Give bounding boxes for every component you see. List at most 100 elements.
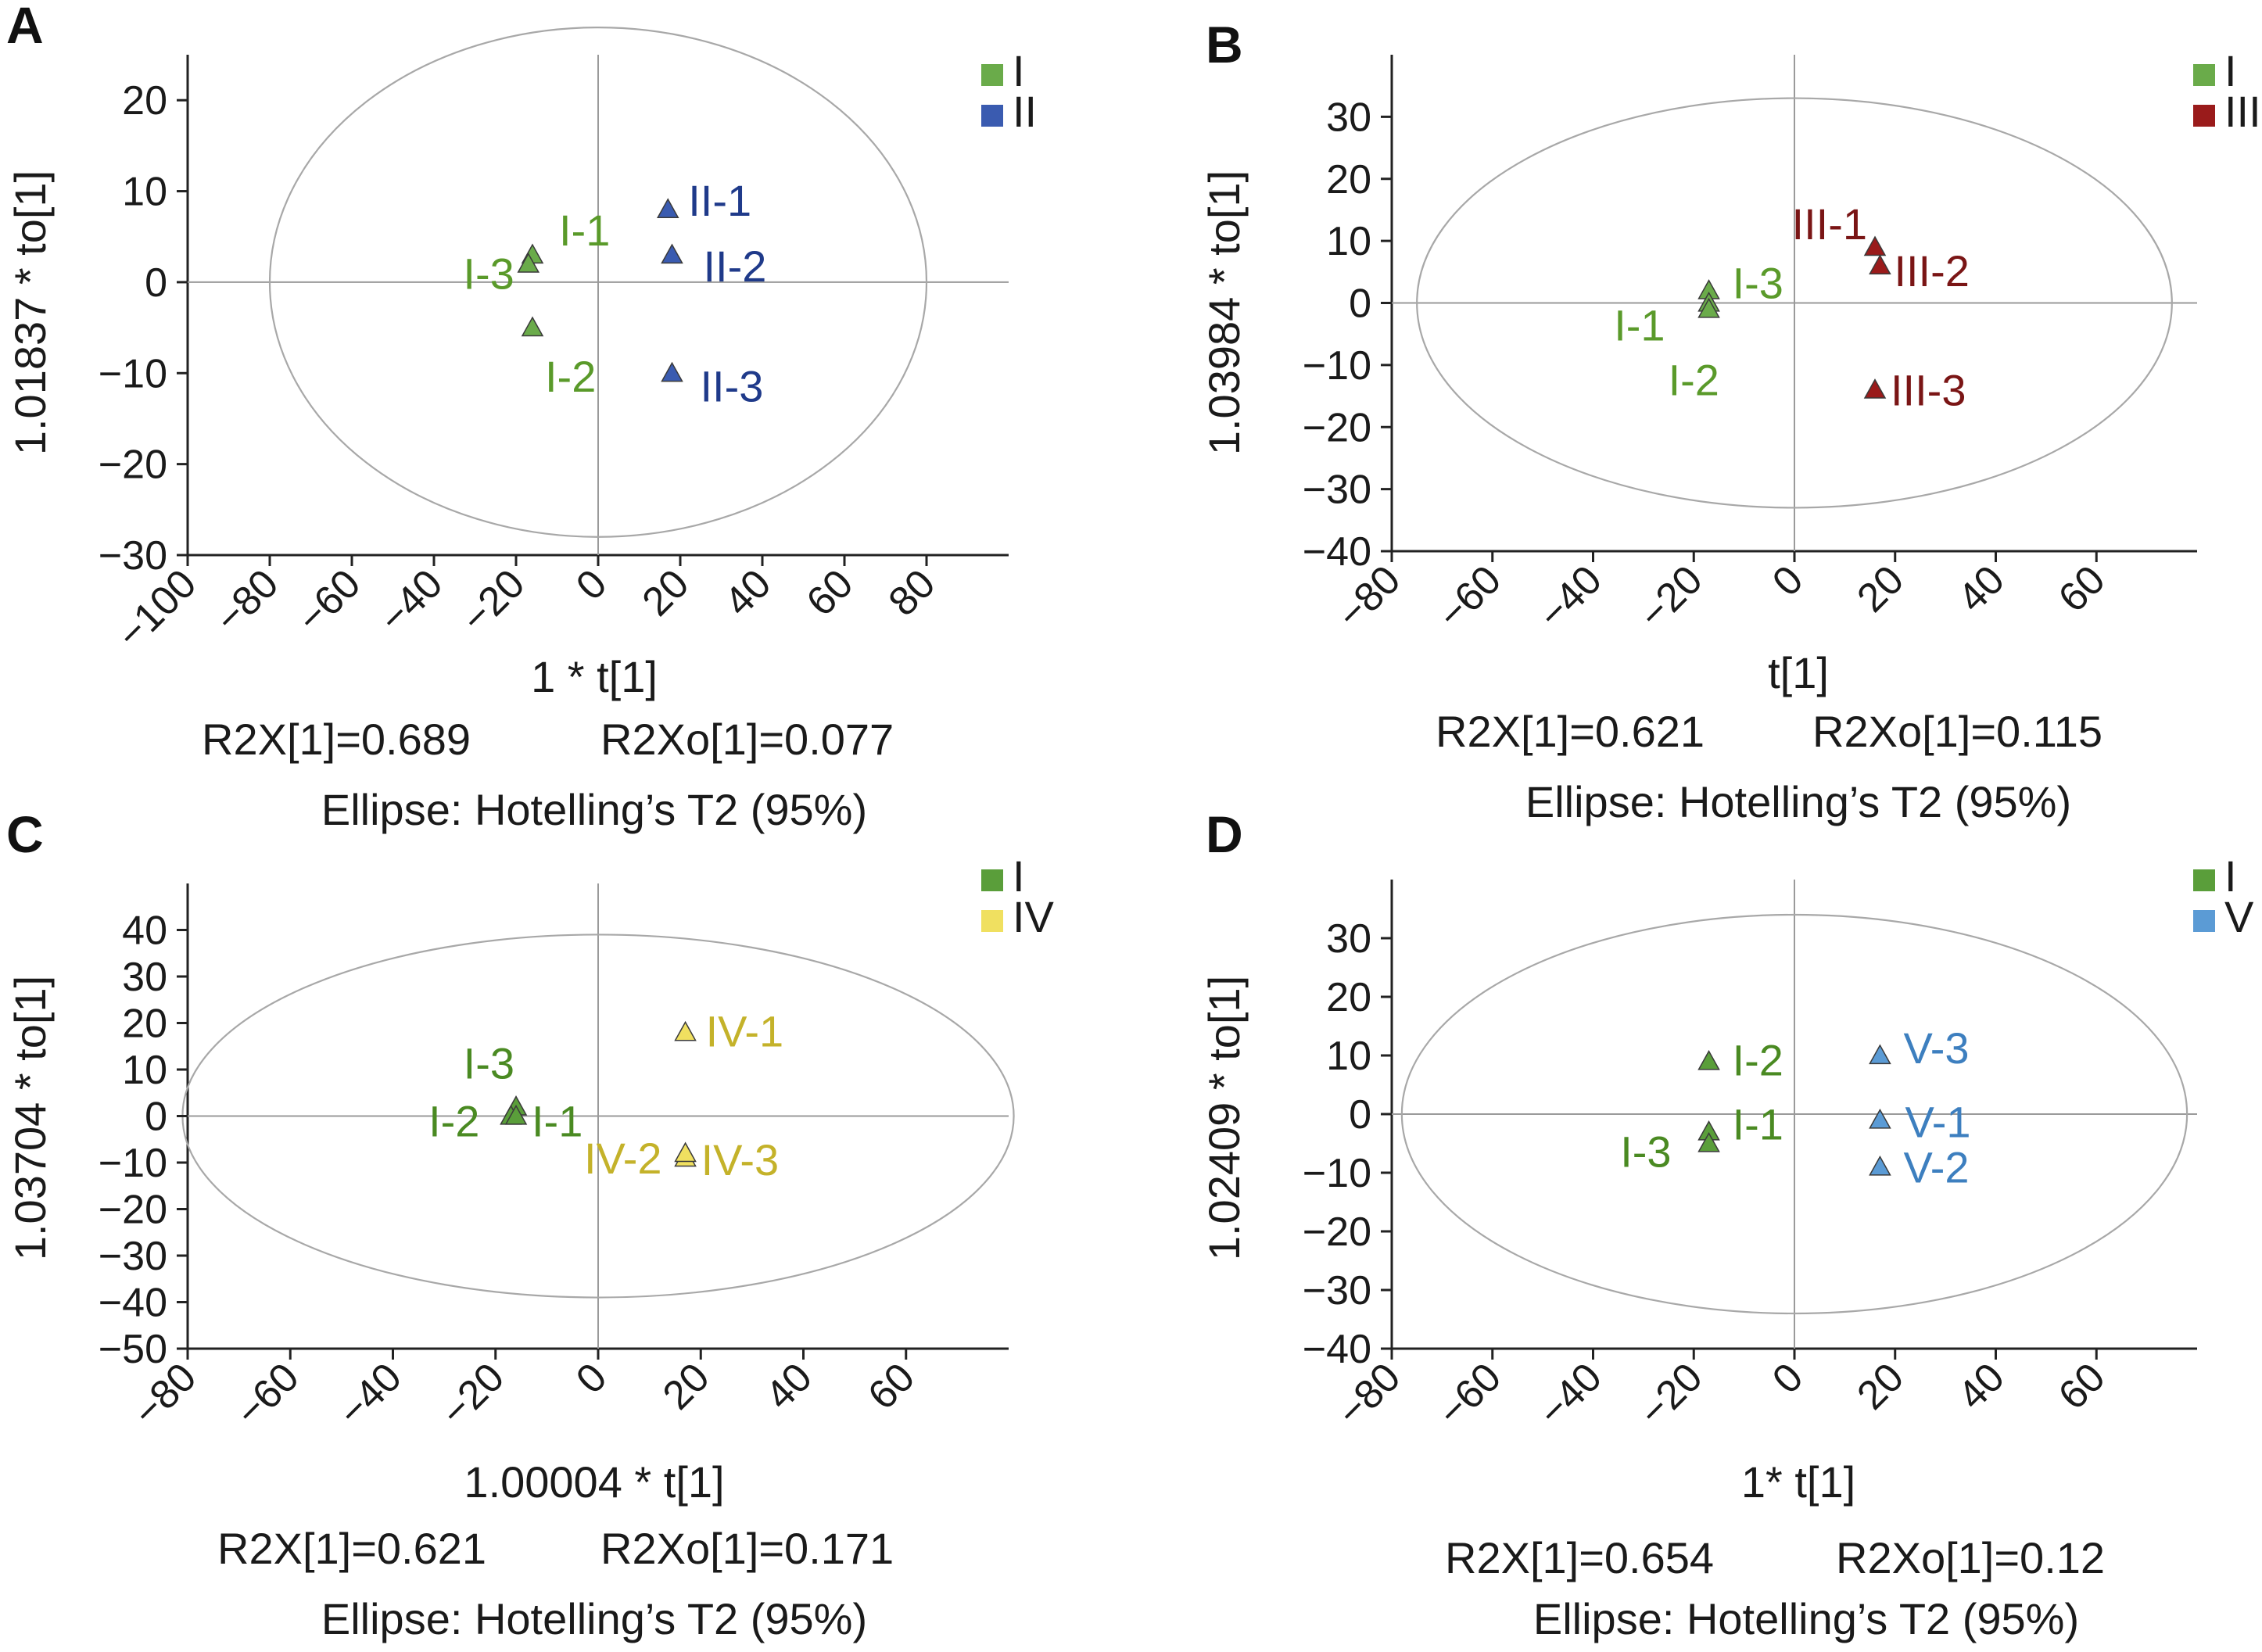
panel-letter: C	[6, 805, 44, 863]
legend-swatch	[981, 869, 1003, 891]
x-axis-title: t[1]	[1768, 648, 1829, 697]
x-axis-title: 1.00004 * t[1]	[464, 1457, 724, 1507]
data-point	[661, 243, 683, 264]
x-tick-label: −40	[1530, 557, 1611, 637]
legend-label: III	[2224, 87, 2261, 136]
r2x-stat: R2X[1]=0.689	[202, 715, 471, 764]
legend-swatch	[2193, 64, 2215, 86]
data-point	[517, 253, 540, 273]
point-label: I-1	[1614, 301, 1665, 350]
x-tick-label: −60	[1429, 557, 1510, 637]
legend-swatch	[2193, 105, 2215, 127]
data-point	[521, 316, 544, 337]
legend-swatch	[981, 105, 1003, 127]
data-point	[1697, 1049, 1720, 1070]
x-tick-label: −60	[289, 561, 369, 641]
x-tick-label: −40	[1530, 1354, 1611, 1435]
x-tick-label: 0	[1764, 557, 1812, 604]
data-point	[674, 1141, 697, 1163]
y-tick-label: −30	[99, 1234, 167, 1279]
x-tick-label: −80	[206, 561, 287, 641]
r2x-stat: R2X[1]=0.654	[1445, 1533, 1714, 1582]
y-tick-label: −20	[1303, 405, 1371, 450]
y-tick-label: −10	[1303, 343, 1371, 389]
y-tick-label: 10	[122, 170, 167, 215]
x-tick-label: −60	[1429, 1354, 1510, 1435]
x-tick-label: 40	[716, 561, 780, 625]
point-label: II-2	[704, 242, 767, 291]
point-label: I-3	[1620, 1127, 1671, 1177]
r2xo-stat: R2Xo[1]=0.12	[1836, 1533, 2105, 1582]
data-point	[1869, 1108, 1891, 1129]
data-point	[1863, 378, 1887, 399]
series-IV: IV-1 IV-2 IV-3	[584, 1006, 783, 1184]
point-label: I-2	[1669, 355, 1719, 404]
legend-swatch	[981, 64, 1003, 86]
series-II: II-1 II-2 II-3	[656, 176, 767, 410]
y-tick-label: 0	[145, 260, 167, 306]
y-tick-label: −20	[1303, 1209, 1371, 1255]
y-axis-title: 1.01837 * to[1]	[5, 170, 55, 455]
point-label: I-3	[463, 249, 514, 299]
x-tick-label: −20	[1630, 1354, 1711, 1435]
x-tick-label: 20	[1848, 557, 1912, 621]
y-tick-label: 40	[122, 908, 167, 954]
point-label: I-2	[1733, 1036, 1783, 1085]
x-tick-label: 20	[634, 561, 698, 625]
data-point	[661, 361, 683, 382]
y-tick-label: 10	[1326, 1034, 1371, 1079]
legend-label: I	[2224, 851, 2237, 901]
x-tick-label: −40	[371, 561, 451, 641]
x-tick-label: 20	[654, 1354, 719, 1418]
panel-letter: D	[1206, 805, 1243, 863]
y-axis-title: 1.03984 * to[1]	[1199, 170, 1249, 455]
y-tick-label: −10	[99, 351, 167, 396]
x-tick-label: 40	[1949, 557, 2013, 621]
series-I: I-2 I-1 I-3	[1620, 1036, 1783, 1177]
data-point	[1863, 235, 1887, 256]
legend-swatch	[2193, 910, 2215, 932]
point-label: I-1	[1733, 1100, 1783, 1149]
r2xo-stat: R2Xo[1]=0.171	[600, 1524, 894, 1573]
x-tick-label: −20	[432, 1354, 513, 1435]
panel-letter: A	[6, 0, 44, 54]
point-label: V-3	[1903, 1023, 1969, 1073]
y-tick-label: 30	[1326, 916, 1371, 962]
y-tick-label: −40	[1303, 529, 1371, 575]
data-point	[674, 1020, 697, 1041]
x-tick-label: −20	[1630, 557, 1711, 637]
series-I: I-3 I-2 I-1	[428, 1039, 583, 1146]
y-tick-label: −20	[99, 1188, 167, 1233]
hotelling-ellipse	[268, 26, 928, 538]
point-label: I-3	[1733, 259, 1783, 308]
point-label: III-3	[1891, 366, 1966, 415]
y-tick-label: −20	[99, 443, 167, 488]
point-label: III-2	[1894, 246, 1969, 296]
x-axis-title: 1 * t[1]	[531, 652, 658, 701]
legend-label: I	[2224, 46, 2237, 95]
x-tick-label: −40	[330, 1354, 410, 1435]
x-tick-label: 40	[757, 1354, 821, 1418]
ellipse-caption: Ellipse: Hotelling’s T2 (95%)	[321, 1594, 867, 1643]
point-label: IV-1	[706, 1006, 784, 1055]
legend-label: V	[2224, 892, 2254, 941]
y-tick-label: 30	[1326, 95, 1371, 140]
point-label: III-1	[1792, 199, 1867, 249]
point-label: V-2	[1903, 1143, 1969, 1192]
hotelling-ellipse	[1400, 913, 2189, 1315]
point-label: IV-2	[584, 1134, 662, 1183]
panel-letter: B	[1206, 16, 1243, 73]
legend-label: I	[1013, 46, 1025, 95]
x-axis-title: 1* t[1]	[1741, 1457, 1855, 1507]
data-point	[656, 198, 679, 218]
x-tick-label: 0	[568, 561, 615, 608]
y-tick-label: −30	[1303, 1268, 1371, 1313]
point-label: V-1	[1905, 1098, 1970, 1147]
x-tick-label: 0	[568, 1354, 615, 1402]
x-tick-label: 60	[859, 1354, 923, 1418]
point-label: IV-3	[701, 1135, 780, 1184]
x-tick-label: 60	[798, 561, 862, 625]
